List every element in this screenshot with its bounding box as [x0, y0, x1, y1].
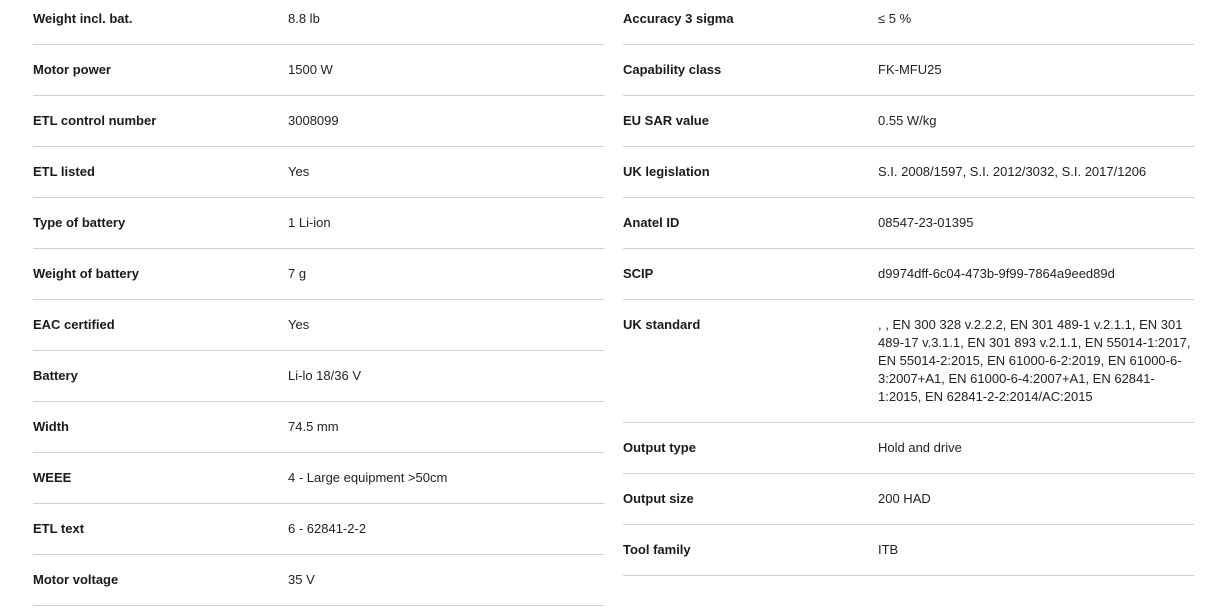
spec-label: Motor power: [33, 62, 111, 77]
spec-row: Accuracy 3 sigma ≤ 5 %: [623, 0, 1194, 45]
spec-value: 6 - 62841-2-2: [288, 521, 367, 536]
spec-label: UK legislation: [623, 164, 710, 179]
spec-value: 35 V: [288, 572, 315, 587]
spec-label: Output size: [623, 491, 694, 506]
spec-value: , , EN 300 328 v.2.2.2, EN 301 489-1 v.2…: [878, 317, 1191, 404]
spec-row: EAC certified Yes: [33, 300, 604, 351]
spec-label: UK standard: [623, 317, 701, 332]
spec-row: EU SAR value 0.55 W/kg: [623, 96, 1194, 147]
spec-row: Weight of battery 7 g: [33, 249, 604, 300]
spec-row: Motor voltage 35 V: [33, 555, 604, 606]
spec-row: Anatel ID 08547-23-01395: [623, 198, 1194, 249]
spec-row: Tool family ITB: [623, 525, 1194, 576]
spec-value: Yes: [288, 164, 310, 179]
spec-row: WEEE 4 - Large equipment >50cm: [33, 453, 604, 504]
spec-table-right: Accuracy 3 sigma ≤ 5 % Capability class FK-…: [623, 0, 1194, 576]
spec-label: Anatel ID: [623, 215, 680, 230]
spec-value: 8.8 lb: [288, 11, 320, 26]
spec-table-left: Weight incl. bat. 8.8 lb Motor power 1500 W…: [33, 0, 604, 606]
spec-label: Type of battery: [33, 215, 126, 230]
spec-row: Output type Hold and drive: [623, 423, 1194, 474]
spec-label: Tool family: [623, 542, 691, 557]
spec-row: Output size 200 HAD: [623, 474, 1194, 525]
spec-value: 1500 W: [288, 62, 333, 77]
spec-row: Width 74.5 mm: [33, 402, 604, 453]
spec-row: SCIP d9974dff-6c04-473b-9f99-7864a9eed89d: [623, 249, 1194, 300]
spec-label: Battery: [33, 368, 78, 383]
spec-row: ETL control number 3008099: [33, 96, 604, 147]
spec-value: ≤ 5 %: [878, 11, 912, 26]
spec-label: Motor voltage: [33, 572, 119, 587]
spec-label: Capability class: [623, 62, 722, 77]
spec-row: UK legislation S.I. 2008/1597, S.I. 2012/…: [623, 147, 1194, 198]
spec-label: WEEE: [33, 470, 72, 485]
spec-value: 1 Li-ion: [288, 215, 331, 230]
spec-label: EAC certified: [33, 317, 115, 332]
spec-value: 200 HAD: [878, 491, 931, 506]
spec-row: ETL text 6 - 62841-2-2: [33, 504, 604, 555]
spec-value: S.I. 2008/1597, S.I. 2012/3032, S.I. 201…: [878, 164, 1147, 179]
spec-row: ETL listed Yes: [33, 147, 604, 198]
spec-row: Motor power 1500 W: [33, 45, 604, 96]
spec-value: 3008099: [288, 113, 339, 128]
spec-label: Width: [33, 419, 69, 434]
spec-row: Type of battery 1 Li-ion: [33, 198, 604, 249]
spec-value: 7 g: [288, 266, 307, 281]
spec-label: Accuracy 3 sigma: [623, 11, 734, 26]
spec-label: Output type: [623, 440, 696, 455]
spec-label: Weight of battery: [33, 266, 139, 281]
spec-value: Yes: [288, 317, 310, 332]
spec-label: EU SAR value: [623, 113, 709, 128]
spec-row: Capability class FK-MFU25: [623, 45, 1194, 96]
spec-value: FK-MFU25: [878, 62, 942, 77]
spec-value: 74.5 mm: [288, 419, 339, 434]
spec-value: 0.55 W/kg: [878, 113, 937, 128]
spec-label: Weight incl. bat.: [33, 11, 133, 26]
spec-label: ETL control number: [33, 113, 157, 128]
spec-row: Weight incl. bat. 8.8 lb: [33, 0, 604, 45]
spec-label: ETL text: [33, 521, 85, 536]
spec-row: UK standard , , EN 300 328 v.2.2.2, EN 30…: [623, 300, 1194, 423]
spec-value: Hold and drive: [878, 440, 962, 455]
spec-label: ETL listed: [33, 164, 95, 179]
spec-label: SCIP: [623, 266, 654, 281]
spec-value: d9974dff-6c04-473b-9f99-7864a9eed89d: [878, 266, 1115, 281]
spec-row: Battery Li-lo 18/36 V: [33, 351, 604, 402]
spec-value: 08547-23-01395: [878, 215, 974, 230]
spec-value: 4 - Large equipment >50cm: [288, 470, 448, 485]
spec-value: Li-lo 18/36 V: [288, 368, 361, 383]
spec-value: ITB: [878, 542, 899, 557]
